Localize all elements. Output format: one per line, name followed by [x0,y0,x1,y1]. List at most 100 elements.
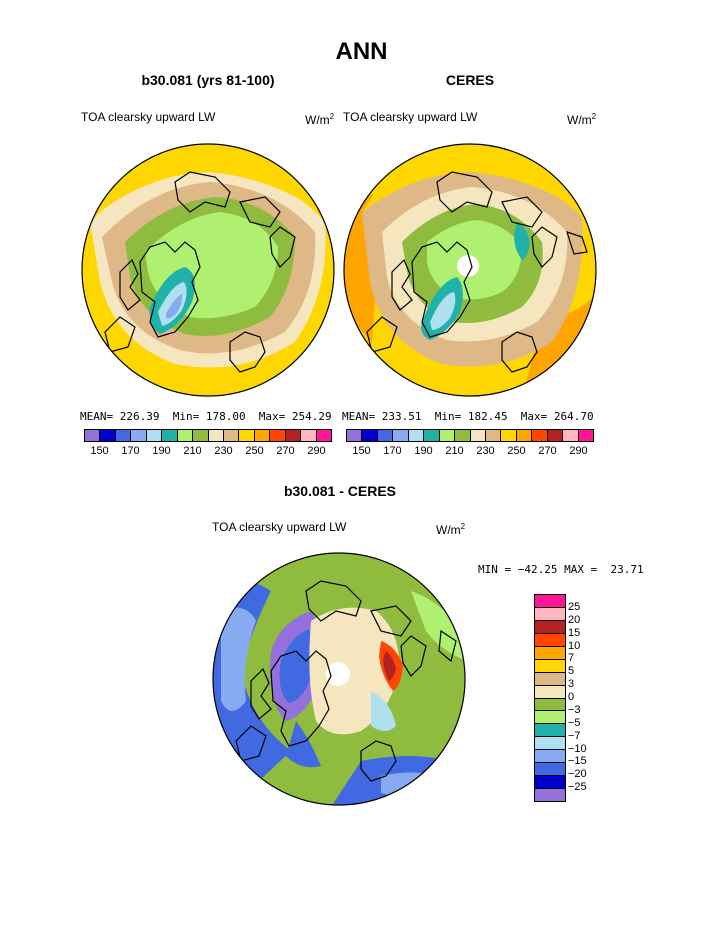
colorbar-tick-label: 150 [352,445,371,457]
panel2-subtitle: TOA clearsky upward LW [343,110,478,124]
colorbar-tick-label: 270 [276,445,295,457]
colorbar-tick-label: 230 [214,445,233,457]
colorbar-swatch [208,430,224,441]
colorbar-swatch [535,750,565,764]
panel2-polar-map [343,143,597,397]
colorbar-swatch [470,430,486,441]
panel3-units: W/m2 [436,522,466,537]
colorbar-swatch [254,430,271,441]
colorbar-level-label: 25 [568,601,581,613]
colorbar-swatch [439,430,456,441]
colorbar-swatch [485,430,502,441]
colorbar-swatch [347,430,363,441]
colorbar-swatch [455,430,471,441]
colorbar-swatch [532,430,548,441]
colorbar-tick-label: 230 [476,445,495,457]
colorbar-swatch [285,430,302,441]
colorbar-swatch [535,620,565,634]
colorbar-swatch [177,430,194,441]
colorbar-swatch [535,698,565,712]
colorbar-swatch [501,430,517,441]
panel3-title: b30.081 - CERES [283,483,397,499]
colorbar-tick-label: 210 [445,445,464,457]
colorbar-swatch [535,763,565,777]
colorbar-level-label: 20 [568,614,581,626]
panel1-title: b30.081 (yrs 81-100) [141,72,275,88]
colorbar-swatch [535,633,565,647]
panel1-colorbar-ticks: 150 170 190 210 230 250 270 290 [84,445,330,459]
panel1-subtitle: TOA clearsky upward LW [81,110,216,124]
colorbar-swatch [535,776,565,790]
colorbar-swatch [270,430,286,441]
panel3-coastlines [235,580,457,782]
colorbar-swatch [547,430,564,441]
colorbar-level-label: −7 [568,730,581,742]
colorbar-level-label: −10 [568,743,587,755]
colorbar-swatch [535,607,565,621]
colorbar-swatch [162,430,178,441]
colorbar-swatch [301,430,317,441]
colorbar-level-label: 15 [568,627,581,639]
colorbar-tick-label: 210 [183,445,202,457]
colorbar-level-label: −15 [568,755,587,767]
colorbar-tick-label: 170 [383,445,402,457]
colorbar-level-label: −25 [568,781,587,793]
colorbar-swatch [563,430,579,441]
colorbar-tick-label: 190 [152,445,171,457]
colorbar-tick-label: 270 [538,445,557,457]
colorbar-swatch [516,430,533,441]
panel2-stats: MEAN= 233.51 Min= 182.45 Max= 264.70 [342,410,594,423]
panel3-polar-map [212,552,466,806]
colorbar-level-label: −20 [568,768,587,780]
colorbar-tick-label: 190 [414,445,433,457]
colorbar-swatch [393,430,409,441]
panel1-units: W/m2 [305,112,335,127]
colorbar-swatch [535,789,565,801]
panel3-stats: MIN = −42.25 MAX = 23.71 [478,563,644,576]
colorbar-swatch [131,430,147,441]
colorbar-swatch [424,430,440,441]
panel2-colorbar-ticks: 150 170 190 210 230 250 270 290 [346,445,592,459]
panel2-colorbar [346,429,594,442]
panel2-title: CERES [445,72,495,88]
colorbar-level-label: 7 [568,652,575,664]
panel1-stats: MEAN= 226.39 Min= 178.00 Max= 254.29 [80,410,332,423]
colorbar-swatch [578,430,593,441]
figure-title: ANN [335,38,388,65]
colorbar-tick-label: 290 [307,445,326,457]
colorbar-swatch [535,711,565,725]
colorbar-swatch [535,724,565,738]
panel3-colorbar-levels: 25 20 15 10 7 5 3 0 −3 −5 −7 −10 −15 −20… [568,594,608,800]
panel2-units: W/m2 [567,112,597,127]
colorbar-swatch [362,430,378,441]
colorbar-swatch [239,430,255,441]
colorbar-swatch [223,430,240,441]
colorbar-tick-label: 290 [569,445,588,457]
colorbar-swatch [535,685,565,699]
colorbar-swatch [535,659,565,673]
colorbar-swatch [535,595,565,608]
colorbar-swatch [146,430,163,441]
colorbar-swatch [85,430,101,441]
colorbar-swatch [193,430,209,441]
colorbar-level-label: 0 [568,691,575,703]
panel1-polar-map [81,143,335,397]
colorbar-swatch [535,672,565,686]
colorbar-tick-label: 250 [507,445,526,457]
colorbar-swatch [377,430,394,441]
colorbar-tick-label: 150 [90,445,109,457]
colorbar-level-label: 10 [568,640,581,652]
panel3-colorbar [534,594,566,802]
panel1-colorbar [84,429,332,442]
colorbar-level-label: −3 [568,704,581,716]
panel3-subtitle: TOA clearsky upward LW [212,520,347,534]
colorbar-swatch [100,430,116,441]
colorbar-swatch [535,646,565,660]
colorbar-swatch [408,430,425,441]
colorbar-level-label: 5 [568,665,575,677]
colorbar-tick-label: 170 [121,445,140,457]
colorbar-swatch [115,430,132,441]
colorbar-level-label: −5 [568,717,581,729]
colorbar-swatch [316,430,331,441]
colorbar-tick-label: 250 [245,445,264,457]
